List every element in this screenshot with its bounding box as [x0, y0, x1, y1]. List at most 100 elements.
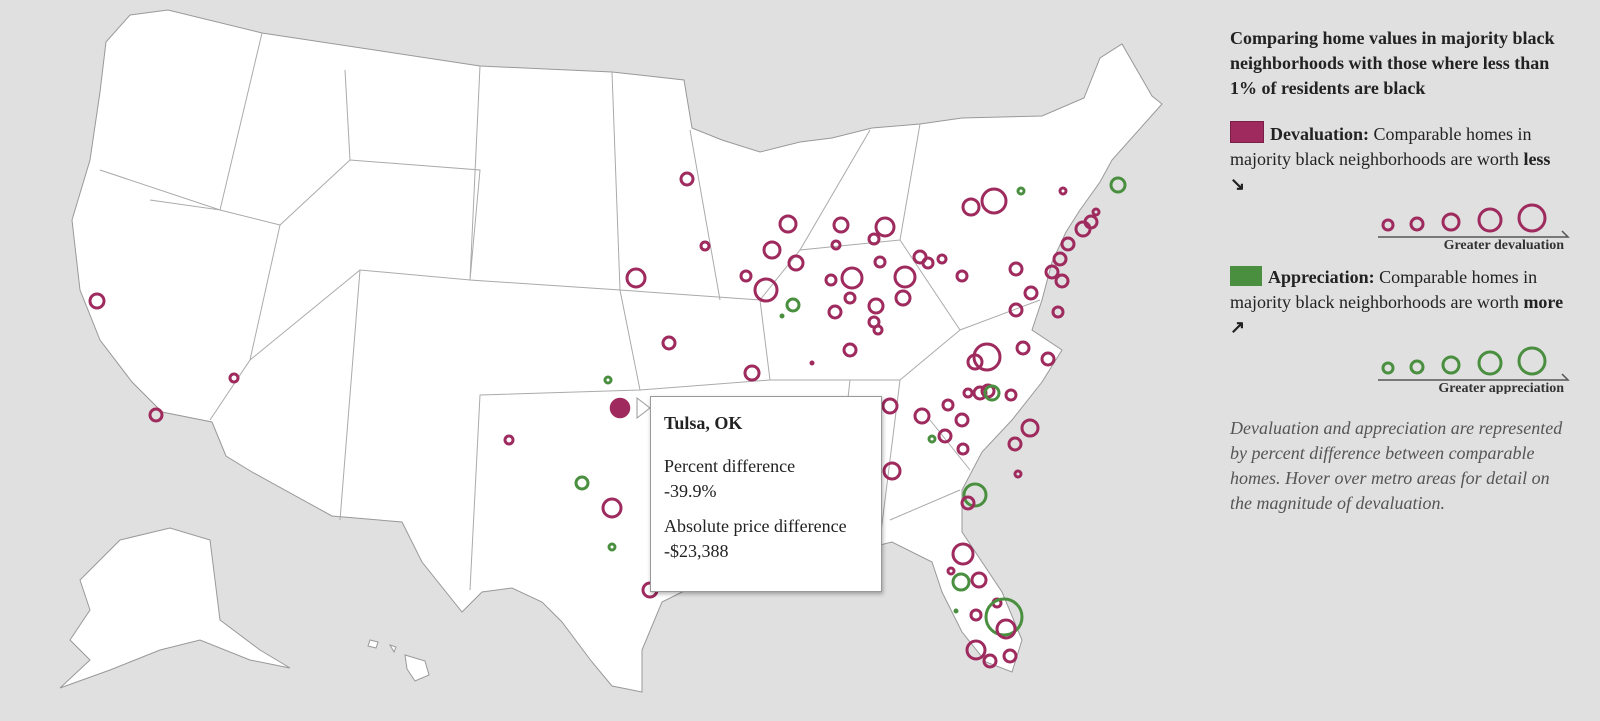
metro-marker[interactable] — [1109, 176, 1127, 194]
metro-marker[interactable] — [753, 277, 779, 303]
metro-marker[interactable] — [995, 618, 1017, 640]
note: Devaluation and appreciation are represe… — [1230, 418, 1563, 513]
metro-marker[interactable] — [980, 187, 1008, 215]
metro-marker[interactable] — [894, 289, 912, 307]
metro-marker[interactable] — [743, 364, 761, 382]
metro-marker[interactable] — [874, 216, 896, 238]
metro-marker[interactable] — [882, 461, 902, 481]
metro-marker[interactable] — [951, 542, 975, 566]
metro-marker[interactable] — [1008, 302, 1024, 318]
metro-marker[interactable] — [954, 412, 970, 428]
metro-marker[interactable] — [941, 398, 955, 412]
metro-marker[interactable] — [574, 475, 590, 491]
metro-marker[interactable] — [787, 254, 805, 272]
tooltip-pointer — [636, 396, 651, 420]
metro-marker[interactable] — [1020, 418, 1040, 438]
field-value: -$23,388 — [664, 541, 729, 561]
metro-marker[interactable] — [1044, 264, 1060, 280]
metro-marker[interactable] — [1040, 351, 1056, 367]
metro-marker[interactable] — [842, 342, 858, 358]
metro-marker[interactable] — [955, 269, 969, 283]
metro-marker[interactable] — [699, 240, 711, 252]
metro-marker[interactable] — [936, 253, 948, 265]
metro-marker[interactable] — [1015, 340, 1031, 356]
metro-marker[interactable] — [893, 265, 917, 289]
metro-marker[interactable] — [88, 292, 106, 310]
metro-marker[interactable] — [1023, 285, 1039, 301]
swatch — [1230, 266, 1262, 286]
field-label: Absolute price difference — [664, 516, 847, 536]
metro-marker[interactable] — [840, 266, 864, 290]
metro-marker[interactable] — [1060, 236, 1076, 252]
desc: Comparable homes in majority black neigh… — [1230, 267, 1538, 312]
metro-marker[interactable] — [913, 407, 931, 425]
metro-marker[interactable] — [843, 291, 857, 305]
metro-marker[interactable] — [867, 232, 881, 246]
metro-marker[interactable] — [962, 482, 988, 508]
metro-marker[interactable] — [779, 313, 785, 319]
metro-marker[interactable] — [937, 428, 953, 444]
metro-marker[interactable] — [962, 387, 974, 399]
metro-marker[interactable] — [785, 297, 801, 313]
metro-marker[interactable] — [960, 495, 976, 511]
metro-marker[interactable] — [951, 572, 971, 592]
metro-marker[interactable] — [827, 304, 843, 320]
metro-marker[interactable] — [503, 434, 515, 446]
metro-marker[interactable] — [970, 571, 988, 589]
metro-marker[interactable] — [984, 597, 1024, 637]
metro-marker[interactable] — [953, 608, 959, 614]
metro-marker[interactable] — [762, 240, 782, 260]
metro-marker[interactable] — [778, 214, 798, 234]
metro-marker[interactable] — [1008, 261, 1024, 277]
metro-marker[interactable] — [965, 639, 987, 661]
metro-marker[interactable] — [1007, 436, 1023, 452]
emphasis: more ↗ — [1230, 292, 1564, 337]
metro-marker[interactable] — [982, 653, 998, 669]
metro-marker[interactable] — [1013, 469, 1023, 479]
metro-marker[interactable] — [1091, 207, 1101, 217]
metro-marker[interactable] — [1052, 251, 1068, 267]
metro-marker[interactable] — [1004, 388, 1018, 402]
metro-marker[interactable] — [873, 255, 887, 269]
metro-marker[interactable] — [946, 566, 956, 576]
metro-marker[interactable] — [956, 442, 970, 456]
state-borders — [99, 32, 1041, 591]
metro-marker[interactable] — [961, 197, 981, 217]
emphasis: less ↘ — [1230, 149, 1551, 194]
map — [59, 9, 1163, 693]
metro-marker[interactable] — [1051, 305, 1065, 319]
scale-label: Greater appreciation — [1438, 381, 1564, 394]
metro-marker[interactable] — [1002, 648, 1018, 664]
metro-marker[interactable] — [603, 375, 613, 385]
metro-marker[interactable] — [739, 269, 753, 283]
metro-marker[interactable] — [921, 256, 935, 270]
metro-marker[interactable] — [881, 397, 899, 415]
metro-marker[interactable] — [972, 342, 1002, 372]
metro-marker[interactable] — [1074, 220, 1092, 238]
metro-marker[interactable] — [228, 372, 240, 384]
metro-marker[interactable] — [867, 315, 881, 329]
metro-marker[interactable] — [830, 239, 842, 251]
metro-marker[interactable] — [1083, 214, 1099, 230]
metro-marker[interactable] — [1016, 186, 1026, 196]
metro-marker[interactable] — [601, 497, 623, 519]
metro-marker[interactable] — [1058, 186, 1068, 196]
metro-marker[interactable] — [824, 273, 838, 287]
metro-marker[interactable] — [607, 542, 617, 552]
metro-marker[interactable] — [809, 360, 815, 366]
metro-marker[interactable] — [983, 384, 1001, 402]
metro-marker[interactable] — [679, 171, 695, 187]
metro-marker[interactable] — [661, 335, 677, 351]
metro-marker[interactable] — [832, 216, 850, 234]
metro-marker[interactable] — [867, 297, 885, 315]
selected-metro[interactable] — [608, 396, 632, 420]
metro-marker[interactable] — [148, 407, 164, 423]
metro-marker[interactable] — [625, 267, 647, 289]
metro-marker[interactable] — [1054, 273, 1070, 289]
metro-marker[interactable] — [927, 434, 937, 444]
legend-title: Comparing home values in majority black … — [1230, 28, 1555, 98]
tooltip-field: Absolute price difference -$23,388 — [664, 514, 868, 564]
metro-marker[interactable] — [969, 608, 983, 622]
legend-panel: Comparing home values in majority black … — [1230, 26, 1570, 516]
